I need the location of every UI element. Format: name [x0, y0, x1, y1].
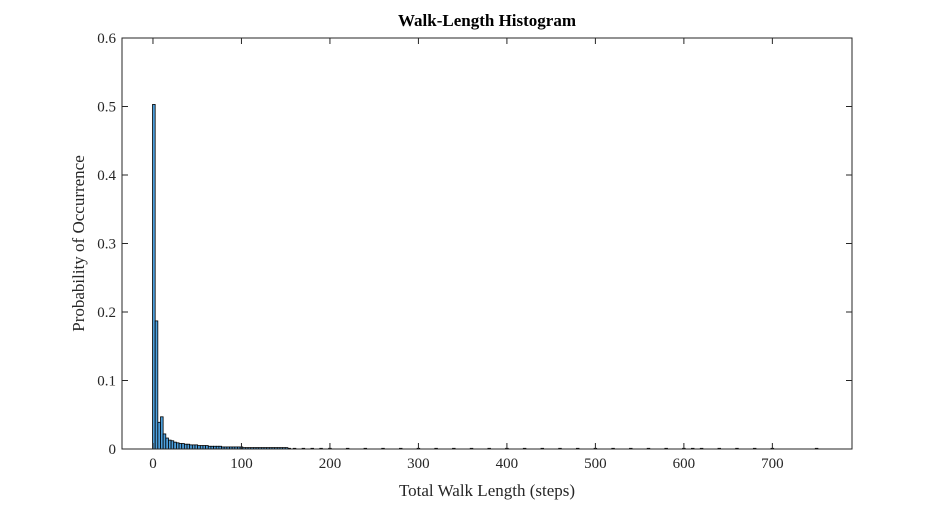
x-tick-label: 400: [496, 456, 519, 472]
x-tick-label: 600: [673, 456, 696, 472]
histogram-bar: [168, 439, 172, 450]
y-tick-label: 0.6: [97, 31, 116, 47]
histogram-bar: [160, 416, 164, 450]
histogram-bar: [154, 320, 159, 450]
ticks-group: [122, 37, 852, 450]
chart-title: Walk-Length Histogram: [398, 11, 576, 30]
y-tick-label: 0: [109, 442, 117, 458]
histogram-bar: [173, 441, 177, 450]
y-tick-label: 0.5: [97, 100, 116, 116]
x-tick-label: 300: [407, 456, 430, 472]
x-tick-label: 100: [230, 456, 253, 472]
y-tick-label: 0.3: [97, 237, 116, 253]
histogram-bar: [202, 445, 207, 450]
x-tick-label: 700: [761, 456, 784, 472]
histogram-bar: [183, 443, 188, 450]
histogram-bar: [189, 444, 193, 450]
y-tick-label: 0.2: [97, 305, 116, 321]
x-tick-label: 200: [319, 456, 342, 472]
y-tick-label: 0.4: [97, 168, 116, 184]
y-axis-label: Probability of Occurrence: [69, 155, 88, 332]
x-axis-label: Total Walk Length (steps): [399, 481, 575, 500]
x-tick-label: 500: [584, 456, 607, 472]
y-tick-label: 0.1: [97, 374, 116, 390]
histogram-bar: [178, 443, 183, 450]
tick-labels-group: 0 100 200 300 400 500 600 700 0 0.1 0.2 0.3 0.4 0.5 0.…: [97, 31, 783, 472]
histogram-bar: [197, 445, 201, 450]
x-tick-label: 0: [149, 456, 157, 472]
